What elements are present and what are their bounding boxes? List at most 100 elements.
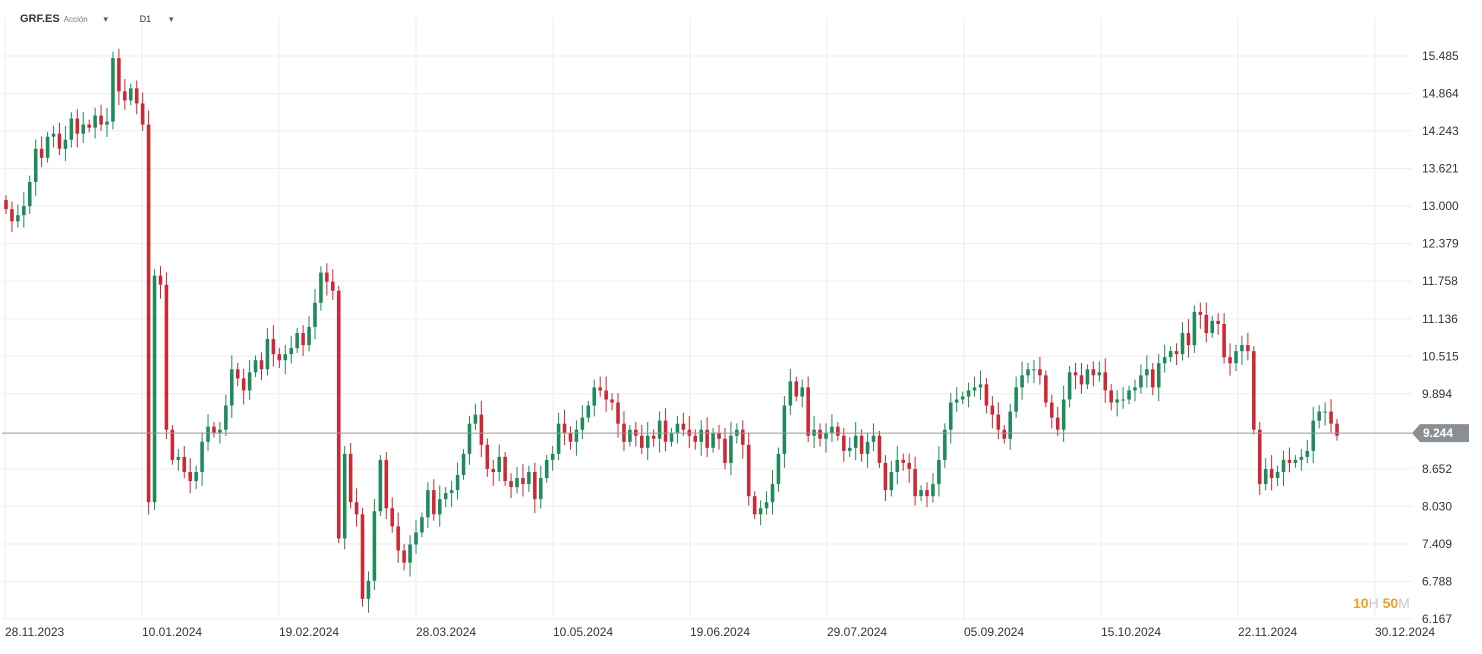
- candle-body: [10, 209, 14, 222]
- candle-body: [984, 384, 989, 406]
- symbol-label[interactable]: GRF.ES: [20, 13, 60, 25]
- candle-body: [301, 333, 305, 346]
- timeframe-dropdown-icon[interactable]: ▼: [167, 14, 176, 24]
- candle: [1038, 356, 1042, 385]
- candle-body: [1038, 369, 1042, 376]
- candle-body: [206, 426, 210, 442]
- candle-body: [218, 429, 222, 433]
- candle-body: [1151, 369, 1155, 388]
- candle-body: [4, 200, 8, 210]
- candle-body: [758, 508, 763, 515]
- candle: [134, 80, 139, 115]
- candle: [883, 455, 888, 501]
- candle-body: [1168, 351, 1173, 358]
- candle-body: [723, 438, 727, 463]
- candle: [913, 456, 917, 506]
- candle: [1014, 376, 1018, 418]
- candle: [1252, 346, 1256, 435]
- candle: [616, 393, 620, 438]
- candle: [806, 376, 810, 443]
- candle: [1198, 302, 1203, 329]
- candle: [1044, 370, 1048, 408]
- candle: [984, 378, 989, 414]
- candle: [384, 452, 389, 520]
- candle: [966, 382, 971, 408]
- candle: [485, 438, 490, 477]
- candle: [259, 352, 264, 381]
- candle-body: [521, 478, 525, 485]
- candle-body: [1192, 311, 1197, 346]
- candle: [1050, 394, 1054, 429]
- candle: [140, 92, 145, 131]
- y-tick-label: 15.485: [1422, 49, 1459, 63]
- x-tick-label: 05.09.2024: [964, 625, 1024, 639]
- candle-body: [503, 456, 507, 482]
- candle: [509, 473, 513, 498]
- candle: [544, 455, 549, 483]
- candle-body: [562, 423, 567, 433]
- candle-body: [402, 550, 406, 563]
- candle: [770, 470, 775, 515]
- candle: [521, 464, 525, 497]
- candle: [948, 393, 953, 444]
- candle-body: [586, 405, 591, 418]
- candle-body: [972, 387, 977, 391]
- candle-body: [497, 456, 501, 472]
- y-tick-label: 11.136: [1422, 312, 1458, 326]
- candle-body: [895, 459, 900, 472]
- candle: [57, 122, 62, 156]
- candle-body: [289, 348, 293, 355]
- candle: [782, 396, 787, 468]
- candle: [491, 459, 496, 486]
- candle: [93, 107, 97, 139]
- candle-body: [1228, 357, 1232, 364]
- candle-body: [277, 354, 282, 361]
- candle: [348, 442, 353, 509]
- candle-body: [598, 387, 602, 391]
- candle: [776, 447, 781, 492]
- candle-body: [901, 459, 906, 463]
- candle-body: [230, 369, 234, 406]
- timeframe-selector[interactable]: D1: [139, 14, 152, 24]
- candle-body: [527, 471, 531, 485]
- candle: [1079, 362, 1084, 394]
- x-tick-label: 29.07.2024: [827, 625, 887, 639]
- candle-body: [336, 290, 341, 539]
- candle: [960, 391, 965, 405]
- candle-body: [194, 471, 198, 482]
- candle-body: [1073, 372, 1078, 376]
- candle: [1162, 344, 1167, 373]
- candle-body: [836, 426, 840, 436]
- candle-body: [1097, 372, 1102, 376]
- candle-body: [865, 441, 870, 454]
- candle: [1222, 313, 1226, 364]
- candle-body: [871, 435, 876, 442]
- x-tick-label: 10.05.2024: [553, 625, 613, 639]
- candle: [758, 500, 763, 526]
- candle-body: [996, 414, 1001, 430]
- candle-body: [152, 275, 157, 503]
- candle-body: [87, 124, 91, 128]
- candle-body: [741, 429, 745, 445]
- candle: [972, 376, 977, 397]
- candle-body: [907, 462, 911, 469]
- candle-body: [1222, 323, 1226, 358]
- candle-body: [384, 459, 389, 509]
- candle: [128, 83, 133, 106]
- x-tick-label: 28.11.2023: [5, 625, 64, 639]
- symbol-dropdown-icon[interactable]: ▼: [101, 14, 110, 24]
- candle-body: [913, 468, 917, 497]
- candle-body: [824, 432, 828, 439]
- candle: [81, 112, 86, 144]
- candle: [1335, 418, 1339, 441]
- candle-body: [146, 124, 151, 503]
- candle: [51, 125, 56, 148]
- candle-body: [1210, 320, 1215, 334]
- candle-body: [467, 423, 472, 454]
- candle-body: [224, 405, 228, 430]
- candle-body: [437, 499, 442, 515]
- candle-body: [1002, 429, 1007, 439]
- candle-body: [705, 429, 709, 448]
